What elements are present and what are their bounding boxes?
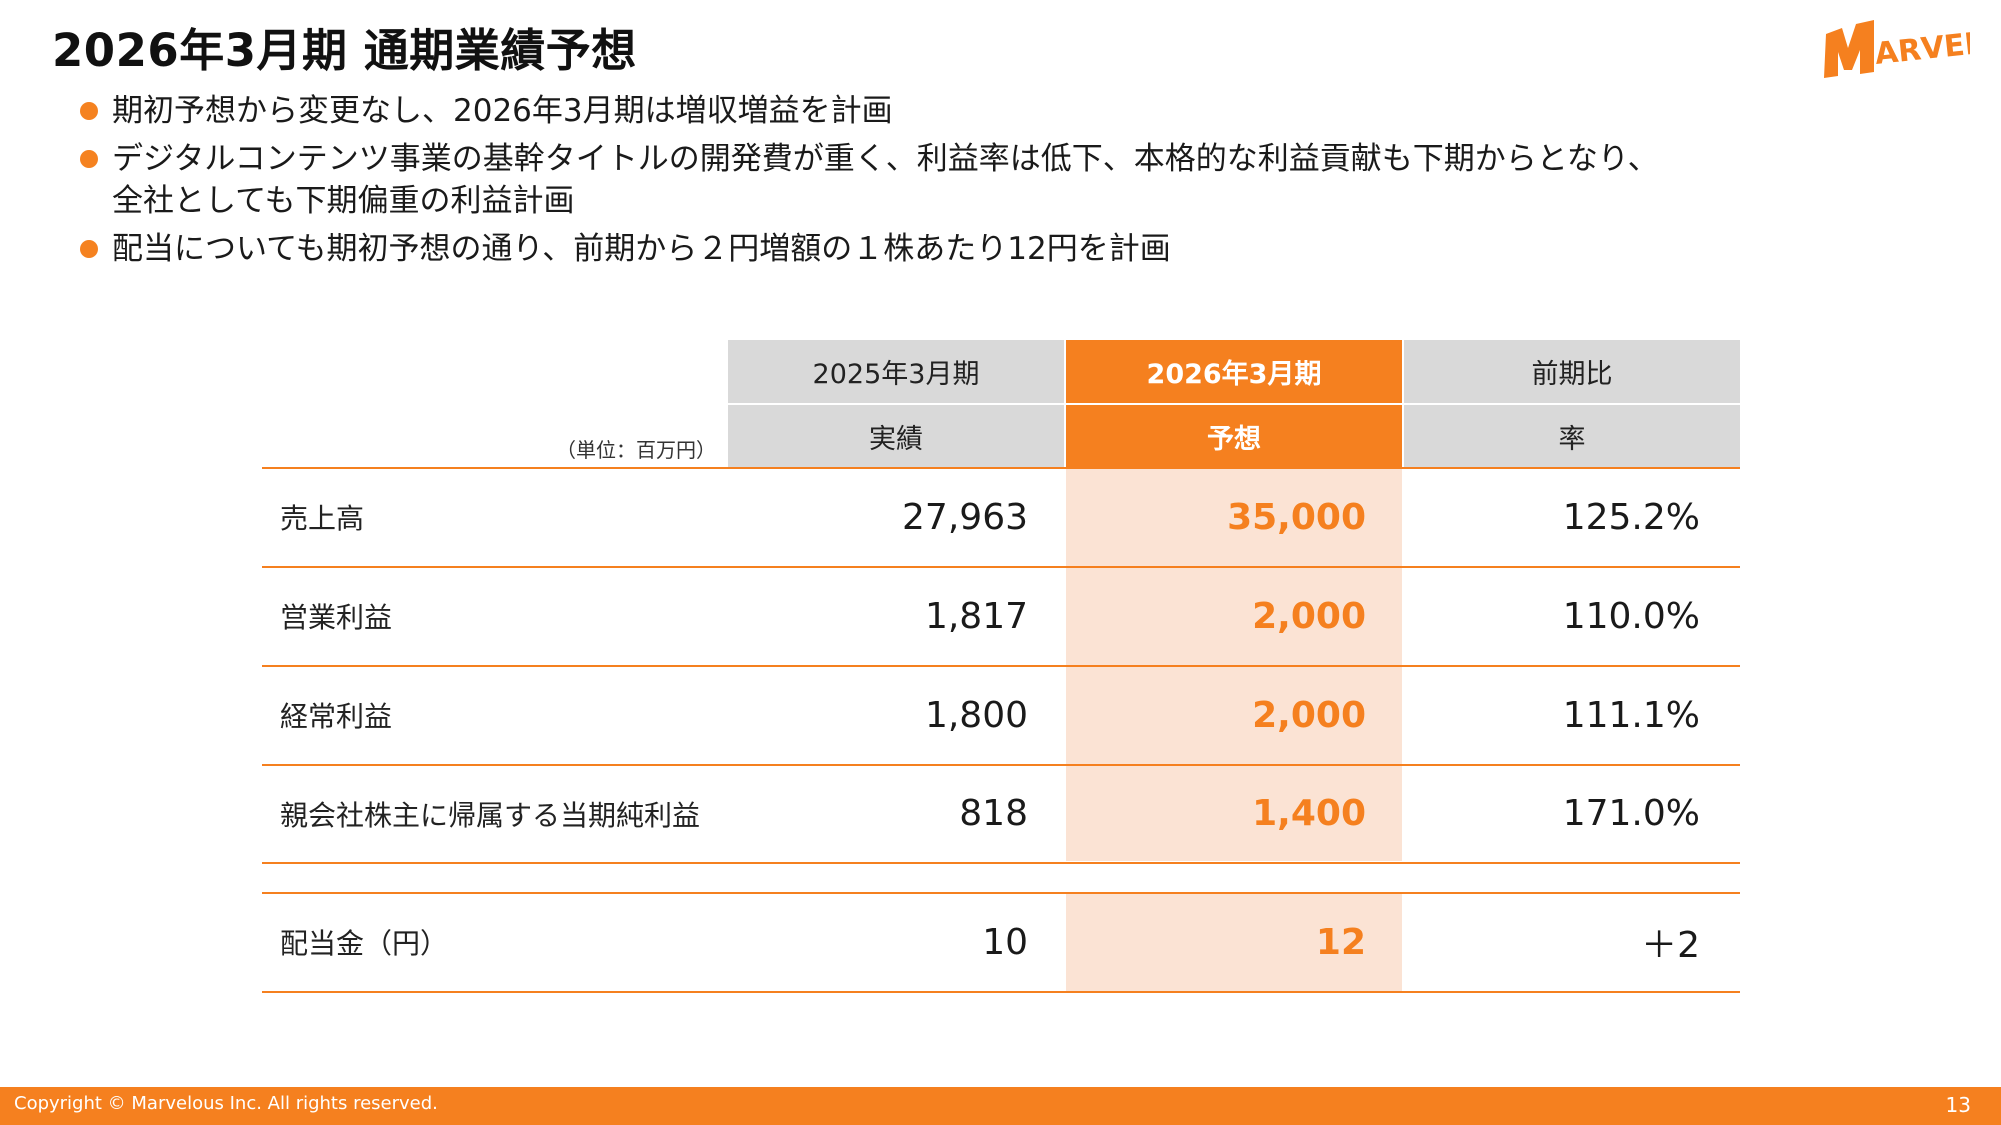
cell-ratio: 171.0%	[1562, 793, 1700, 834]
cell-actual: 10	[982, 921, 1028, 963]
header-actual: 実績	[728, 405, 1064, 467]
unit-label: （単位：百万円）	[556, 438, 716, 462]
forecast-highlight	[1066, 893, 1402, 991]
bullet-list: 期初予想から変更なし、2026年3月期は増収増益を計画 デジタルコンテンツ事業の…	[78, 90, 1958, 276]
row-label-ordinary-income: 経常利益	[280, 700, 393, 733]
cell-ratio: 125.2%	[1562, 496, 1700, 538]
header-yoy: 前期比	[1404, 340, 1740, 403]
row-divider	[262, 566, 1740, 568]
cell-ratio: 110.0%	[1562, 595, 1700, 637]
bullet-item: デジタルコンテンツ事業の基幹タイトルの開発費が重く、利益率は低下、本格的な利益貢…	[78, 138, 1958, 222]
forecast-highlight	[1066, 468, 1402, 861]
row-label-sales: 売上高	[280, 502, 365, 535]
bullet-item: 期初予想から変更なし、2026年3月期は増収増益を計画	[78, 90, 1958, 132]
row-divider	[262, 991, 1740, 993]
bullet-dot-icon	[80, 150, 98, 168]
cell-forecast: 1,400	[1252, 793, 1366, 834]
copyright-text: Copyright © Marvelous Inc. All rights re…	[14, 1093, 438, 1114]
cell-forecast: 12	[1315, 921, 1366, 963]
header-forecast: 予想	[1066, 405, 1402, 467]
cell-actual: 1,800	[924, 694, 1028, 736]
cell-forecast: 35,000	[1227, 496, 1366, 538]
row-divider	[262, 665, 1740, 667]
bullet-text: 配当についても期初予想の通り、前期から２円増額の１株あたり12円を計画	[112, 231, 1171, 267]
bullet-dot-icon	[80, 240, 98, 258]
bullet-text: 全社としても下期偏重の利益計画	[112, 183, 575, 219]
footer-bar: Copyright © Marvelous Inc. All rights re…	[0, 1087, 2001, 1125]
cell-actual: 27,963	[902, 496, 1028, 538]
bullet-dot-icon	[80, 102, 98, 120]
cell-forecast: 2,000	[1252, 595, 1366, 637]
cell-actual: 1,817	[924, 595, 1028, 637]
cell-ratio: ＋2	[1641, 925, 1700, 966]
bullet-item: 配当についても期初予想の通り、前期から２円増額の１株あたり12円を計画	[78, 228, 1958, 270]
row-divider	[262, 467, 1740, 469]
row-label-net-income: 親会社株主に帰属する当期純利益	[280, 798, 701, 832]
row-label-operating-income: 営業利益	[280, 601, 393, 634]
header-fy2026: 2026年3月期	[1066, 340, 1402, 403]
marvelous-logo: ARVELOUS!	[1824, 17, 1970, 78]
row-divider	[262, 764, 1740, 766]
header-rate: 率	[1404, 405, 1740, 467]
bullet-text: デジタルコンテンツ事業の基幹タイトルの開発費が重く、利益率は低下、本格的な利益貢…	[112, 141, 1659, 177]
row-divider	[262, 862, 1740, 864]
cell-actual: 818	[959, 793, 1028, 834]
cell-forecast: 2,000	[1252, 694, 1366, 736]
row-label-dividend: 配当金（円）	[280, 927, 449, 960]
header-fy2025: 2025年3月期	[728, 340, 1064, 403]
cell-ratio: 111.1%	[1562, 694, 1700, 736]
page-number: 13	[1945, 1093, 1971, 1117]
bullet-text: 期初予想から変更なし、2026年3月期は増収増益を計画	[112, 93, 893, 129]
row-divider	[262, 892, 1740, 894]
page-title: 2026年3月期 通期業績予想	[52, 24, 637, 77]
svg-text:ARVELOUS!: ARVELOUS!	[1873, 17, 1970, 72]
